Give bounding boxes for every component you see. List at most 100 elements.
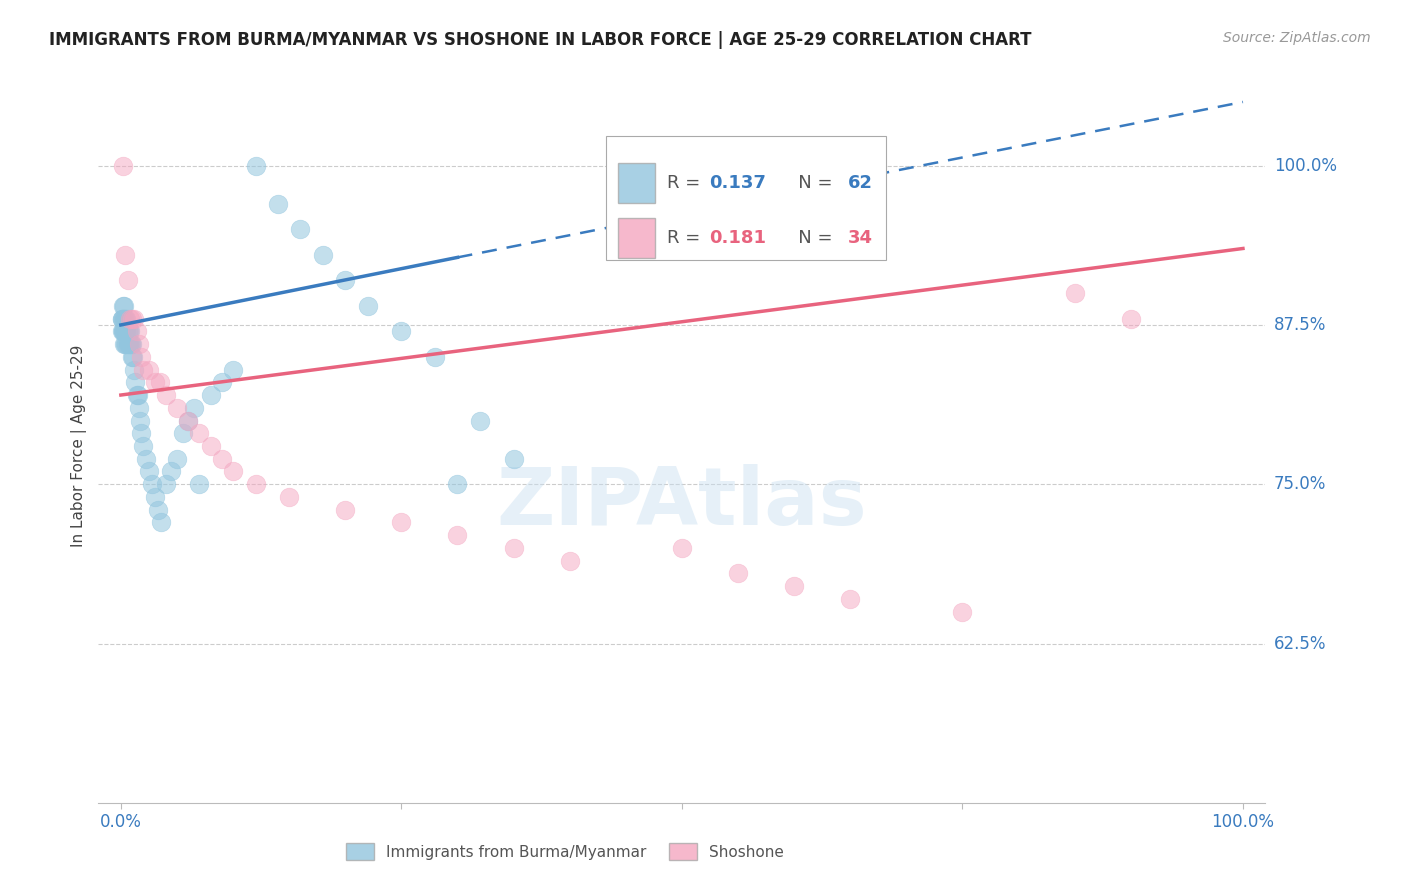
Text: 75.0%: 75.0% xyxy=(1274,475,1326,493)
Point xyxy=(121,350,143,364)
Point xyxy=(111,324,134,338)
Text: N =: N = xyxy=(782,174,838,192)
Point xyxy=(138,465,160,479)
Point xyxy=(114,324,136,338)
Text: 62: 62 xyxy=(848,174,873,192)
Point xyxy=(446,528,468,542)
Point xyxy=(155,477,177,491)
Point xyxy=(312,248,335,262)
Point xyxy=(558,554,581,568)
Point xyxy=(118,337,141,351)
Text: 100.0%: 100.0% xyxy=(1274,157,1337,175)
Point xyxy=(120,337,142,351)
Text: 0.181: 0.181 xyxy=(709,229,766,247)
Point xyxy=(115,337,138,351)
Point xyxy=(172,426,194,441)
Point xyxy=(112,337,135,351)
Y-axis label: In Labor Force | Age 25-29: In Labor Force | Age 25-29 xyxy=(72,345,87,547)
Point xyxy=(141,477,163,491)
Point xyxy=(117,337,139,351)
Point xyxy=(222,465,245,479)
Point xyxy=(188,477,211,491)
Point xyxy=(112,159,135,173)
Point xyxy=(177,413,200,427)
Point xyxy=(114,337,136,351)
Point xyxy=(129,426,152,441)
Point xyxy=(183,401,205,415)
Point xyxy=(335,273,357,287)
Point xyxy=(502,541,524,555)
Point xyxy=(127,388,149,402)
Point xyxy=(138,362,160,376)
Point xyxy=(211,376,233,390)
Point xyxy=(389,516,412,530)
Point xyxy=(149,376,172,390)
Point xyxy=(188,426,211,441)
Text: Source: ZipAtlas.com: Source: ZipAtlas.com xyxy=(1223,31,1371,45)
Point xyxy=(132,362,155,376)
Text: R =: R = xyxy=(666,229,706,247)
Point xyxy=(112,324,135,338)
Point xyxy=(112,299,135,313)
Point xyxy=(117,324,139,338)
Point xyxy=(132,439,155,453)
Point xyxy=(124,311,146,326)
Point xyxy=(121,337,143,351)
Point xyxy=(166,451,188,466)
Point xyxy=(115,324,138,338)
Point xyxy=(278,490,301,504)
Point xyxy=(128,337,150,351)
Text: IMMIGRANTS FROM BURMA/MYANMAR VS SHOSHONE IN LABOR FORCE | AGE 25-29 CORRELATION: IMMIGRANTS FROM BURMA/MYANMAR VS SHOSHON… xyxy=(49,31,1032,49)
Point xyxy=(112,311,135,326)
Point xyxy=(118,337,141,351)
Point xyxy=(112,324,135,338)
Point xyxy=(335,502,357,516)
Point xyxy=(135,451,157,466)
Point xyxy=(160,465,183,479)
Point xyxy=(122,350,145,364)
FancyBboxPatch shape xyxy=(617,219,655,258)
Point xyxy=(502,451,524,466)
Text: 87.5%: 87.5% xyxy=(1274,316,1326,334)
Point xyxy=(1063,286,1085,301)
Point xyxy=(166,401,188,415)
Point xyxy=(115,311,138,326)
Text: 62.5%: 62.5% xyxy=(1274,634,1326,653)
Legend: Immigrants from Burma/Myanmar, Shoshone: Immigrants from Burma/Myanmar, Shoshone xyxy=(340,837,790,866)
Text: ZIPAtlas: ZIPAtlas xyxy=(496,464,868,542)
Point xyxy=(117,273,139,287)
Point xyxy=(1119,311,1142,326)
Point xyxy=(290,222,312,236)
Point xyxy=(727,566,749,581)
Point xyxy=(111,311,134,326)
Point xyxy=(150,516,173,530)
Point xyxy=(125,324,148,338)
Point xyxy=(839,591,862,606)
Point xyxy=(124,376,146,390)
Point xyxy=(118,324,141,338)
Point xyxy=(114,248,136,262)
Point xyxy=(357,299,380,313)
Point xyxy=(111,311,134,326)
Point xyxy=(121,311,143,326)
Point xyxy=(112,324,135,338)
Point xyxy=(389,324,412,338)
Point xyxy=(146,502,169,516)
Point xyxy=(143,376,166,390)
Point xyxy=(124,362,146,376)
Text: 34: 34 xyxy=(848,229,873,247)
Point xyxy=(446,477,468,491)
FancyBboxPatch shape xyxy=(617,163,655,202)
Point xyxy=(671,541,693,555)
Text: 0.137: 0.137 xyxy=(709,174,766,192)
Point xyxy=(783,579,806,593)
Point xyxy=(112,299,135,313)
Point xyxy=(128,401,150,415)
Point xyxy=(952,605,974,619)
Point xyxy=(129,413,152,427)
Point xyxy=(112,311,135,326)
Point xyxy=(118,311,141,326)
Point xyxy=(114,311,136,326)
Point xyxy=(129,350,152,364)
Point xyxy=(143,490,166,504)
